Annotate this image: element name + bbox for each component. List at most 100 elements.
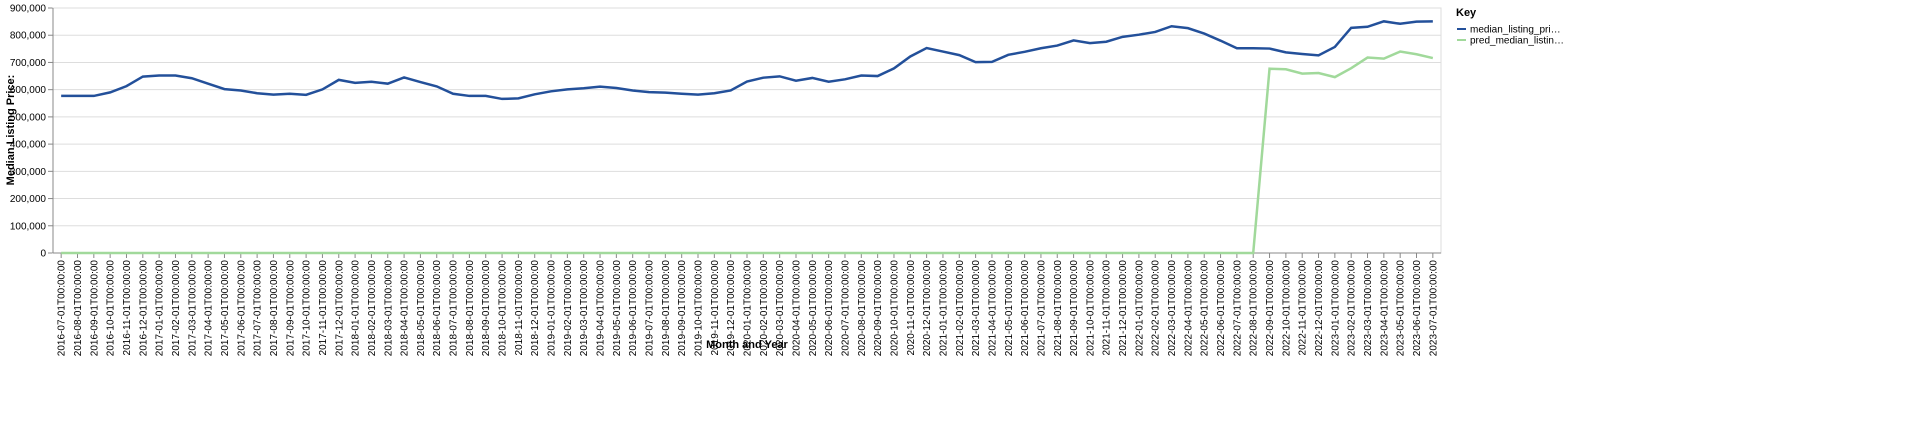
x-tick-label: 2019-08-01T00:00:00	[661, 260, 672, 357]
x-tick-label: 2023-01-01T00:00:00	[1330, 260, 1341, 357]
x-tick-label: 2020-05-01T00:00:00	[808, 260, 819, 357]
x-tick-label: 2017-12-01T00:00:00	[334, 260, 345, 357]
x-tick-label: 2017-05-01T00:00:00	[220, 260, 231, 357]
x-tick-label: 2022-01-01T00:00:00	[1134, 260, 1145, 357]
x-tick-label: 2020-07-01T00:00:00	[840, 260, 851, 357]
x-tick-label: 2017-01-01T00:00:00	[155, 260, 166, 357]
x-tick-label: 2023-05-01T00:00:00	[1396, 260, 1407, 357]
x-tick-label: 2023-06-01T00:00:00	[1412, 260, 1423, 357]
series-line	[61, 20, 1433, 101]
x-tick-label: 2022-11-01T00:00:00	[1298, 260, 1309, 356]
x-tick-label: 2019-01-01T00:00:00	[547, 260, 558, 357]
x-tick-label: 2020-02-01T00:00:00	[759, 260, 770, 357]
x-axis-title: Month and Year	[706, 339, 788, 351]
x-tick-label: 2022-07-01T00:00:00	[1232, 260, 1243, 357]
y-tick-label: 900,000	[10, 4, 47, 15]
x-tick-label: 2018-08-01T00:00:00	[465, 260, 476, 357]
x-tick-label: 2019-11-01T00:00:00	[710, 260, 721, 356]
x-tick-label: 2019-09-01T00:00:00	[677, 260, 688, 357]
x-tick-label: 2016-11-01T00:00:00	[122, 260, 133, 356]
x-tick-label: 2023-03-01T00:00:00	[1363, 260, 1374, 357]
x-tick-label: 2018-07-01T00:00:00	[449, 260, 460, 357]
x-tick-label: 2017-03-01T00:00:00	[187, 260, 198, 357]
x-tick-label: 2018-06-01T00:00:00	[432, 260, 443, 357]
x-tick-label: 2020-12-01T00:00:00	[922, 260, 933, 357]
y-tick-label: 200,000	[10, 194, 47, 205]
x-tick-label: 2022-05-01T00:00:00	[1200, 260, 1211, 357]
x-tick-label: 2018-09-01T00:00:00	[481, 260, 492, 357]
x-tick-label: 2021-05-01T00:00:00	[1004, 260, 1015, 357]
x-tick-label: 2020-01-01T00:00:00	[743, 260, 754, 357]
x-tick-label: 2020-09-01T00:00:00	[873, 260, 884, 357]
x-tick-label: 2016-07-01T00:00:00	[57, 260, 68, 357]
x-tick-label: 2018-02-01T00:00:00	[367, 260, 378, 357]
y-axis-title: Median Listing Price:	[5, 75, 17, 186]
x-tick-label: 2023-02-01T00:00:00	[1347, 260, 1358, 357]
x-tick-label: 2018-04-01T00:00:00	[400, 260, 411, 357]
x-tick-label: 2020-10-01T00:00:00	[889, 260, 900, 357]
x-tick-label: 2017-11-01T00:00:00	[318, 260, 329, 356]
x-tick-label: 2021-11-01T00:00:00	[1102, 260, 1113, 356]
x-tick-label: 2020-06-01T00:00:00	[824, 260, 835, 357]
x-tick-label: 2023-04-01T00:00:00	[1379, 260, 1390, 357]
x-tick-label: 2017-06-01T00:00:00	[236, 260, 247, 357]
x-tick-label: 2017-02-01T00:00:00	[171, 260, 182, 357]
x-tick-label: 2021-02-01T00:00:00	[955, 260, 966, 357]
legend-label: median_listing_pri…	[1470, 25, 1561, 36]
x-tick-label: 2017-09-01T00:00:00	[285, 260, 296, 357]
x-tick-label: 2019-12-01T00:00:00	[726, 260, 737, 357]
y-tick-label: 500,000	[10, 112, 47, 123]
x-tick-label: 2020-11-01T00:00:00	[906, 260, 917, 356]
x-tick-label: 2022-06-01T00:00:00	[1216, 260, 1227, 357]
x-tick-label: 2017-08-01T00:00:00	[269, 260, 280, 357]
y-tick-label: 400,000	[10, 140, 47, 151]
x-tick-label: 2018-11-01T00:00:00	[514, 260, 525, 356]
y-tick-label: 800,000	[10, 31, 47, 42]
x-tick-label: 2022-03-01T00:00:00	[1167, 260, 1178, 357]
x-tick-label: 2018-03-01T00:00:00	[383, 260, 394, 357]
x-tick-label: 2016-10-01T00:00:00	[106, 260, 117, 357]
x-tick-label: 2018-05-01T00:00:00	[416, 260, 427, 357]
x-tick-label: 2021-10-01T00:00:00	[1085, 260, 1096, 357]
y-tick-label: 0	[40, 249, 46, 260]
series-line	[61, 50, 1434, 255]
x-tick-label: 2022-08-01T00:00:00	[1249, 260, 1260, 357]
y-tick-label: 300,000	[10, 167, 47, 178]
x-tick-label: 2019-02-01T00:00:00	[563, 260, 574, 357]
x-tick-label: 2021-07-01T00:00:00	[1036, 260, 1047, 357]
x-tick-label: 2017-07-01T00:00:00	[253, 260, 264, 357]
x-tick-label: 2023-07-01T00:00:00	[1428, 260, 1439, 357]
x-tick-label: 2022-12-01T00:00:00	[1314, 260, 1325, 357]
x-tick-label: 2019-07-01T00:00:00	[645, 260, 656, 357]
x-tick-label: 2021-09-01T00:00:00	[1069, 260, 1080, 357]
legend-label: pred_median_listin…	[1470, 36, 1564, 47]
x-tick-label: 2019-04-01T00:00:00	[596, 260, 607, 357]
x-tick-label: 2019-05-01T00:00:00	[612, 260, 623, 357]
x-tick-label: 2016-08-01T00:00:00	[73, 260, 84, 357]
x-tick-label: 2018-12-01T00:00:00	[530, 260, 541, 357]
x-tick-label: 2018-10-01T00:00:00	[498, 260, 509, 357]
legend-title: Key	[1456, 7, 1477, 19]
x-tick-label: 2022-02-01T00:00:00	[1151, 260, 1162, 357]
x-tick-label: 2021-04-01T00:00:00	[987, 260, 998, 357]
x-tick-label: 2020-04-01T00:00:00	[791, 260, 802, 357]
x-tick-label: 2021-03-01T00:00:00	[971, 260, 982, 357]
plot-frame	[52, 7, 1442, 254]
y-tick-label: 600,000	[10, 85, 47, 96]
y-tick-label: 700,000	[10, 58, 47, 69]
x-tick-label: 2018-01-01T00:00:00	[351, 260, 362, 357]
y-tick-label: 100,000	[10, 221, 47, 232]
x-tick-label: 2016-12-01T00:00:00	[138, 260, 149, 357]
x-tick-label: 2017-04-01T00:00:00	[204, 260, 215, 357]
x-tick-label: 2021-08-01T00:00:00	[1053, 260, 1064, 357]
x-tick-label: 2022-10-01T00:00:00	[1281, 260, 1292, 357]
x-tick-label: 2017-10-01T00:00:00	[302, 260, 313, 357]
x-tick-label: 2021-12-01T00:00:00	[1118, 260, 1129, 357]
x-tick-label: 2021-06-01T00:00:00	[1020, 260, 1031, 357]
x-tick-label: 2019-03-01T00:00:00	[579, 260, 590, 357]
x-tick-label: 2022-04-01T00:00:00	[1183, 260, 1194, 357]
x-tick-label: 2020-03-01T00:00:00	[775, 260, 786, 357]
x-tick-label: 2019-10-01T00:00:00	[694, 260, 705, 357]
